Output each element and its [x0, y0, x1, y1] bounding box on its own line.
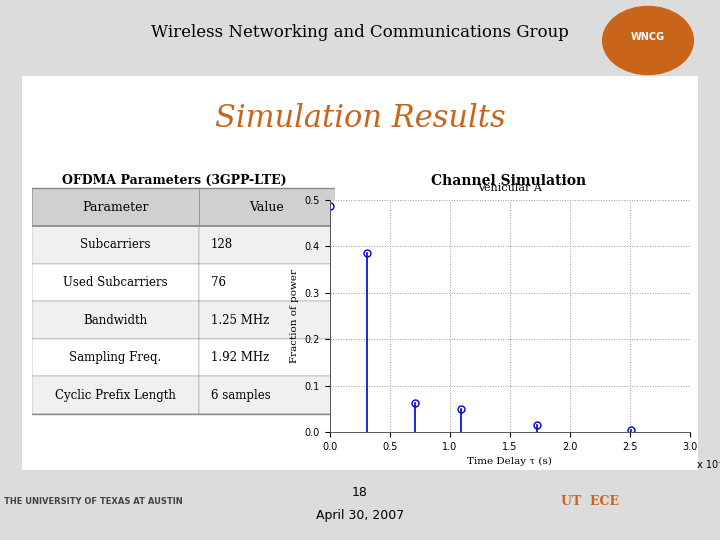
Text: April 30, 2007: April 30, 2007 [316, 509, 404, 522]
Text: Cyclic Prefix Length: Cyclic Prefix Length [55, 389, 176, 402]
X-axis label: Time Delay τ (s): Time Delay τ (s) [467, 457, 552, 467]
Text: Simulation Results: Simulation Results [215, 103, 505, 134]
Text: 128: 128 [211, 238, 233, 251]
FancyBboxPatch shape [18, 73, 702, 472]
FancyBboxPatch shape [32, 226, 199, 264]
Text: Wireless Networking and Communications Group: Wireless Networking and Communications G… [151, 24, 569, 41]
FancyBboxPatch shape [32, 188, 199, 226]
Text: Parameter: Parameter [82, 201, 149, 214]
Text: $g_{m,i} \sim \mathcal{CN}(0, \sigma_i^2)$: $g_{m,i} \sim \mathcal{CN}(0, \sigma_i^2… [449, 213, 568, 237]
Circle shape [603, 6, 693, 75]
Text: 1.92 MHz: 1.92 MHz [211, 351, 269, 364]
FancyBboxPatch shape [199, 301, 335, 339]
Text: Channel Simulation: Channel Simulation [431, 174, 587, 188]
FancyBboxPatch shape [199, 376, 335, 414]
FancyBboxPatch shape [199, 339, 335, 376]
Text: 6 samples: 6 samples [211, 389, 271, 402]
Text: Value: Value [249, 201, 284, 214]
Title: Vehicular A: Vehicular A [477, 184, 542, 193]
Text: Used Subcarriers: Used Subcarriers [63, 276, 168, 289]
FancyBboxPatch shape [32, 301, 199, 339]
Text: Subcarriers: Subcarriers [81, 238, 150, 251]
Text: WNCG: WNCG [631, 32, 665, 42]
Text: THE UNIVERSITY OF TEXAS AT AUSTIN: THE UNIVERSITY OF TEXAS AT AUSTIN [4, 497, 183, 506]
FancyBboxPatch shape [199, 264, 335, 301]
Text: 18: 18 [352, 486, 368, 499]
FancyBboxPatch shape [32, 376, 199, 414]
Text: UT  ECE: UT ECE [562, 495, 619, 508]
Text: OFDMA Parameters (3GPP-LTE): OFDMA Parameters (3GPP-LTE) [62, 174, 287, 187]
FancyBboxPatch shape [199, 188, 335, 226]
Text: Sampling Freq.: Sampling Freq. [69, 351, 162, 364]
FancyBboxPatch shape [32, 264, 199, 301]
Text: x 10⁻⁶: x 10⁻⁶ [697, 460, 720, 470]
Text: 1.25 MHz: 1.25 MHz [211, 314, 269, 327]
Text: Bandwidth: Bandwidth [84, 314, 148, 327]
FancyBboxPatch shape [199, 226, 335, 264]
Text: 76: 76 [211, 276, 226, 289]
Y-axis label: Fraction of power: Fraction of power [290, 269, 299, 363]
FancyBboxPatch shape [32, 339, 199, 376]
